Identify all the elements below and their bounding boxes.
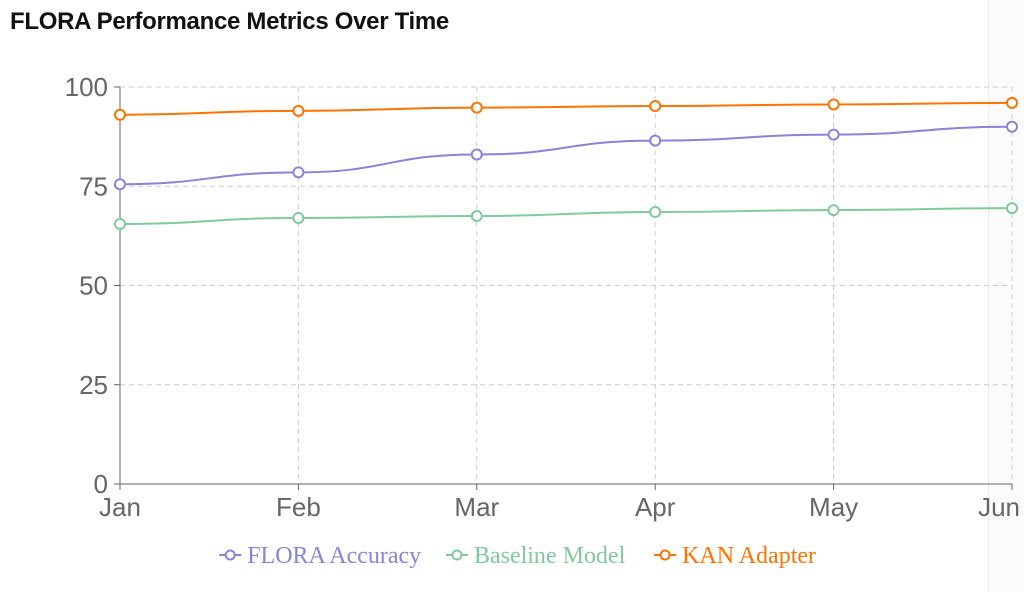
data-point (1006, 96, 1018, 109)
data-point (649, 206, 662, 219)
chart-title: FLORA Performance Metrics Over Time (10, 8, 449, 35)
series-layer (114, 96, 1018, 230)
data-point (292, 166, 305, 179)
series-line (119, 125, 1013, 186)
y-tick-label: 75 (79, 171, 108, 201)
legend-item-flora-accuracy[interactable]: FLORA Accuracy (219, 543, 421, 569)
data-point (470, 210, 483, 223)
legend-marker-dot (451, 549, 463, 561)
series-baseline-model (114, 202, 1018, 230)
data-point (649, 134, 662, 147)
line-chart: 0 25 50 75 100 Jan Feb Mar Apr May Jun (65, 72, 1020, 522)
x-tick-label: May (809, 492, 858, 522)
data-point (470, 101, 483, 114)
data-point (292, 104, 305, 117)
legend-item-kan-adapter[interactable]: KAN Adapter (654, 543, 816, 569)
x-tick-label: Feb (276, 492, 321, 522)
x-tick-label: Mar (454, 492, 499, 522)
data-point (114, 108, 126, 121)
series-line (119, 101, 1013, 116)
series-kan-adapter (114, 96, 1018, 121)
y-tick-label: 0 (94, 469, 108, 499)
data-point (827, 128, 840, 141)
data-point (827, 204, 840, 217)
y-tick-label: 25 (79, 370, 108, 400)
legend-label: FLORA Accuracy (247, 543, 421, 569)
data-point (1006, 120, 1018, 133)
y-tick-label: 100 (65, 72, 108, 102)
data-point (1006, 202, 1018, 215)
data-point (470, 148, 483, 161)
x-tick-label: Jun (978, 492, 1020, 522)
legend-marker-dot (659, 549, 671, 561)
legend-label: Baseline Model (474, 543, 626, 569)
series-line (119, 207, 1013, 225)
data-point (649, 100, 662, 113)
chart-legend: FLORA Accuracy Baseline Model KAN Adapter (219, 543, 816, 569)
x-tick-label: Jan (99, 492, 141, 522)
data-point (827, 98, 840, 111)
data-point (292, 212, 305, 225)
legend-item-baseline-model[interactable]: Baseline Model (445, 543, 626, 569)
x-tick-label: Apr (635, 492, 676, 522)
scrollbar-track[interactable] (988, 0, 1024, 592)
data-point (114, 217, 126, 230)
axes: 0 25 50 75 100 Jan Feb Mar Apr May Jun (65, 72, 1020, 522)
legend-label: KAN Adapter (682, 543, 816, 569)
series-flora-accuracy (114, 120, 1018, 191)
y-tick-label: 50 (79, 271, 108, 301)
data-point (114, 178, 126, 191)
legend-marker-dot (224, 549, 236, 561)
